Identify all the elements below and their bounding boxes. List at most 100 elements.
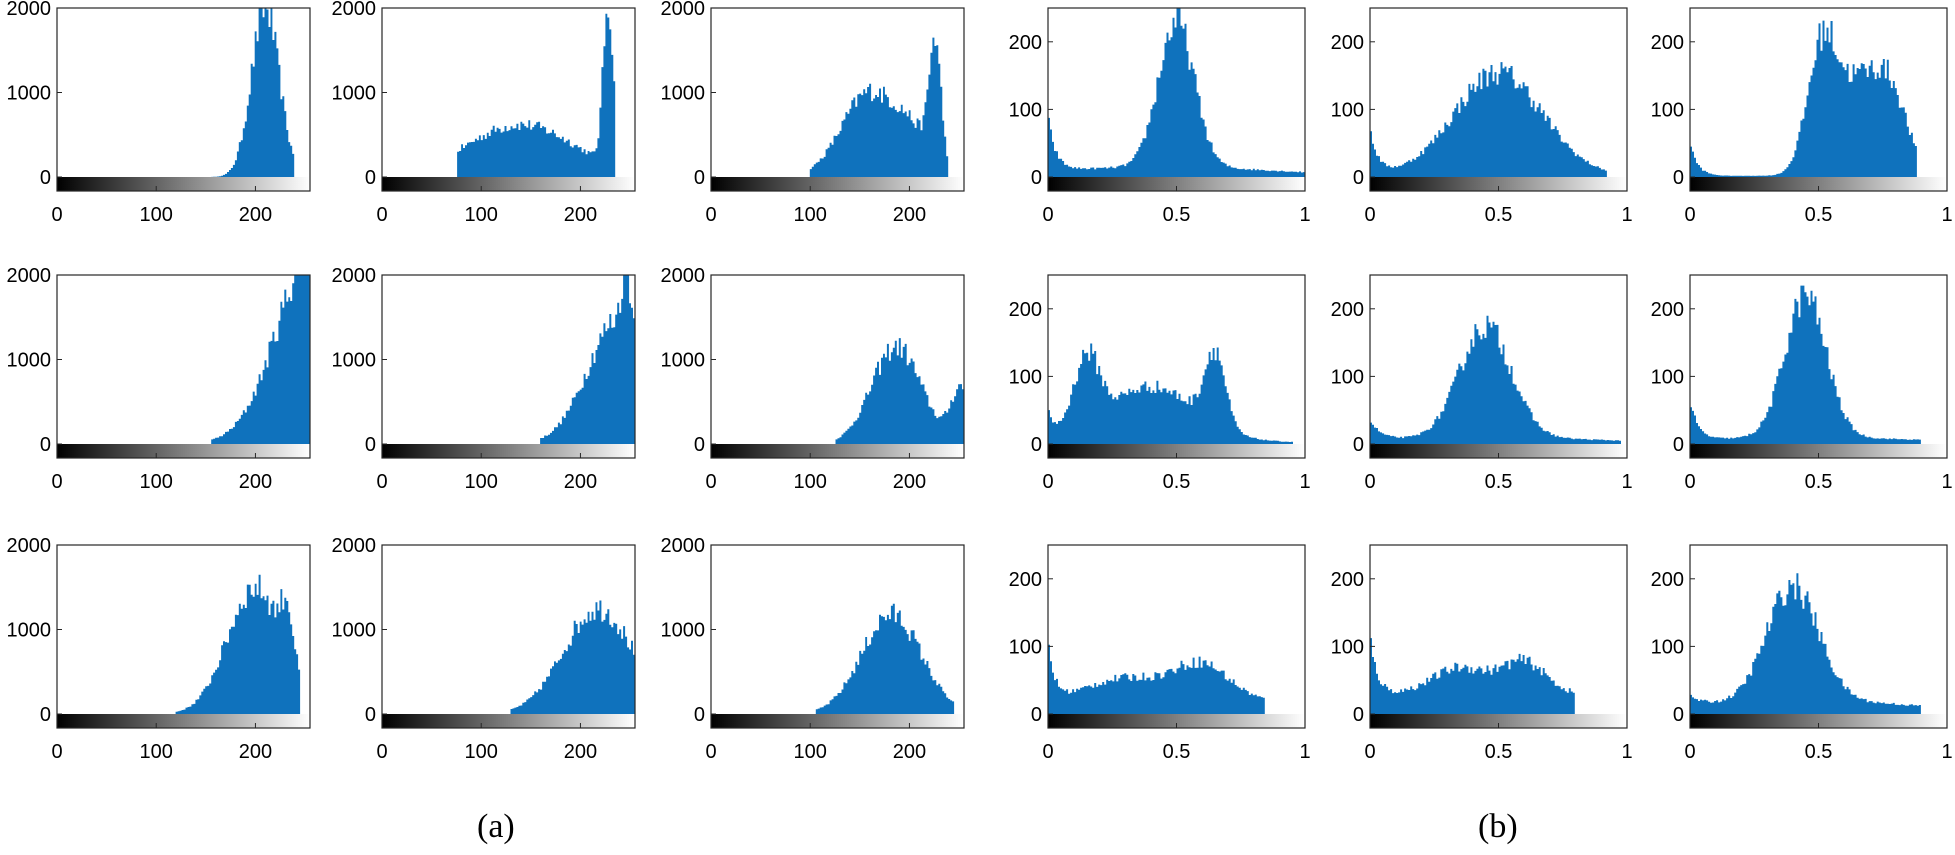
hist-b-r1c1-ytick-label-1: 100: [1009, 99, 1042, 121]
hist-a-r2c1-xtick-label-1: 100: [140, 471, 173, 493]
hist-b-r2c3-ytick-label-0: 0: [1673, 434, 1684, 456]
hist-a-r3c2-bars: [382, 600, 635, 714]
hist-b-r1c3-ytick-label-0: 0: [1673, 167, 1684, 189]
hist-b-r1c1-histogram-bars: [1048, 8, 1305, 177]
hist-a-r1c2-ytick-label-0: 0: [365, 167, 376, 189]
hist-a-r1c1-xtick-label-2: 200: [239, 204, 272, 226]
hist-b-r2c1-histogram-bars: [1048, 343, 1305, 444]
hist-b-r1c3-colorbar: [1690, 177, 1947, 191]
hist-a-r3c3-ytick-label-0: 0: [694, 704, 705, 726]
hist-b-r3c3-xtick-label-0: 0: [1684, 741, 1695, 763]
hist-b-r1c2-ytick-label-1: 100: [1331, 99, 1364, 121]
hist-a-r1c1-histogram-bars: [57, 8, 310, 177]
hist-a-r3c1-ytick-label-1: 1000: [7, 620, 52, 642]
hist-a-r2c1-histogram-bars: [57, 275, 310, 444]
hist-b-r1c2-ytick-label-0: 0: [1353, 167, 1364, 189]
hist-a-r1c3-colorbar: [711, 177, 964, 191]
hist-a-r2c2-xtick-label-2: 200: [564, 471, 597, 493]
hist-a-r1c2-ytick-label-2: 2000: [332, 0, 377, 20]
hist-a-r3c3-histogram-bars: [711, 603, 964, 714]
hist-b-r2c3-xtick-label-1: 0.5: [1805, 471, 1833, 493]
hist-b-r1c2: 0 100 200 0 0.5 1: [1331, 7, 1633, 226]
hist-b-r3c1-xtick-label-1: 0.5: [1163, 741, 1191, 763]
hist-b-r3c2-xtick-label-1: 0.5: [1485, 741, 1513, 763]
hist-a-r1c2-colorbar: [382, 177, 635, 191]
hist-b-r3c3-bars: [1690, 573, 1947, 714]
hist-b-r2c1-xtick-label-2: 1: [1299, 471, 1310, 493]
hist-a-r1c3-ytick-label-1: 1000: [661, 83, 706, 105]
hist-a-r1c2-axes-box: [381, 7, 636, 192]
hist-a-r2c1-xtick-label-0: 0: [51, 471, 62, 493]
hist-a-r3c3-xtick-label-1: 100: [794, 741, 827, 763]
hist-b-r1c2-colorbar: [1370, 177, 1627, 191]
hist-b-r2c3-histogram-bars: [1690, 285, 1947, 444]
hist-a-r3c2-ytick-label-0: 0: [365, 704, 376, 726]
hist-a-r2c2-ytick-label-0: 0: [365, 434, 376, 456]
hist-a-r2c1-axes-box: [56, 274, 311, 459]
hist-b-r2c1-xtick-label-0: 0: [1042, 471, 1053, 493]
hist-b-r2c1-bars: [1048, 343, 1305, 444]
hist-a-r2c2-axes-box: [381, 274, 636, 459]
hist-b-r3c1-colorbar: [1048, 714, 1305, 728]
hist-b-r3c3: 0 100 200 0 0.5 1: [1651, 544, 1953, 763]
hist-a-r3c3-axes-box: [710, 544, 965, 729]
hist-a-r1c1: 0 1000 2000 0 100 200: [7, 0, 311, 226]
hist-b-r3c3-xtick-label-2: 1: [1941, 741, 1952, 763]
hist-b-r2c3: 0 100 200 0 0.5 1: [1651, 274, 1953, 493]
hist-a-r3c2-ytick-label-1: 1000: [332, 620, 377, 642]
hist-b-r3c2-xtick-label-0: 0: [1364, 741, 1375, 763]
hist-a-r3c1-ytick-label-0: 0: [40, 704, 51, 726]
hist-a-r3c2-xtick-label-2: 200: [564, 741, 597, 763]
hist-b-r1c1-bars: [1048, 8, 1305, 177]
hist-b-r1c3-xtick-label-1: 0.5: [1805, 204, 1833, 226]
hist-b-r2c2-xtick-label-0: 0: [1364, 471, 1375, 493]
hist-a-r2c3-ytick-label-1: 1000: [661, 350, 706, 372]
hist-b-r3c1-histogram-bars: [1048, 644, 1305, 714]
hist-a-r1c3-xtick-label-0: 0: [705, 204, 716, 226]
hist-a-r2c3-ytick-label-2: 2000: [661, 265, 706, 287]
hist-a-r2c2-xtick-label-1: 100: [465, 471, 498, 493]
hist-a-r1c1-xtick-label-0: 0: [51, 204, 62, 226]
hist-b-r2c3-ytick-label-2: 200: [1651, 299, 1684, 321]
hist-a-r1c1-bars: [57, 8, 310, 177]
hist-b-r3c1-ytick-label-0: 0: [1031, 704, 1042, 726]
hist-b-r1c1: 0 100 200 0 0.5 1: [1009, 7, 1311, 226]
hist-b-r3c1-ytick-label-2: 200: [1009, 569, 1042, 591]
hist-b-r3c2-ytick-label-0: 0: [1353, 704, 1364, 726]
hist-b-r1c1-xtick-label-1: 0.5: [1163, 204, 1191, 226]
hist-a-r3c2-ytick-label-2: 2000: [332, 535, 377, 557]
hist-a-r2c2-ytick-label-2: 2000: [332, 265, 377, 287]
hist-a-r2c1-xtick-label-2: 200: [239, 471, 272, 493]
hist-b-r2c1-ytick-label-2: 200: [1009, 299, 1042, 321]
hist-b-r1c3-ytick-label-2: 200: [1651, 32, 1684, 54]
hist-b-r3c3-colorbar: [1690, 714, 1947, 728]
hist-a-r1c2-xtick-label-0: 0: [376, 204, 387, 226]
hist-b-r3c1-xtick-label-0: 0: [1042, 741, 1053, 763]
hist-b-r2c3-xtick-label-2: 1: [1941, 471, 1952, 493]
hist-a-r2c1: 0 1000 2000 0 100 200: [7, 265, 311, 493]
hist-a-r3c1-ytick-label-2: 2000: [7, 535, 52, 557]
panel-label-a: (a): [477, 808, 515, 845]
hist-b-r1c2-xtick-label-0: 0: [1364, 204, 1375, 226]
hist-b-r2c2-xtick-label-1: 0.5: [1485, 471, 1513, 493]
hist-b-r3c2-bars: [1370, 638, 1627, 714]
hist-a-r2c2-xtick-label-0: 0: [376, 471, 387, 493]
hist-a-r2c3-colorbar: [711, 444, 964, 458]
hist-b-r1c1-ytick-label-0: 0: [1031, 167, 1042, 189]
hist-a-r2c1-ytick-label-1: 1000: [7, 350, 52, 372]
hist-a-r2c1-ytick-label-0: 0: [40, 434, 51, 456]
hist-a-r2c3-xtick-label-2: 200: [893, 471, 926, 493]
hist-b-r2c2-bars: [1370, 315, 1627, 444]
hist-b-r3c2-colorbar: [1370, 714, 1627, 728]
hist-b-r3c3-histogram-bars: [1690, 573, 1947, 714]
hist-a-r2c3-axes-box: [710, 274, 965, 459]
hist-b-r2c3-colorbar: [1690, 444, 1947, 458]
hist-b-r3c3-ytick-label-0: 0: [1673, 704, 1684, 726]
hist-b-r1c2-xtick-label-1: 0.5: [1485, 204, 1513, 226]
hist-b-r3c2-histogram-bars: [1370, 638, 1627, 714]
hist-a-r2c3: 0 1000 2000 0 100 200: [661, 265, 965, 493]
hist-a-r3c2-axes-box: [381, 544, 636, 729]
hist-a-r2c1-colorbar: [57, 444, 310, 458]
hist-b-r1c3-xtick-label-0: 0: [1684, 204, 1695, 226]
hist-a-r1c3-bars: [711, 37, 964, 177]
